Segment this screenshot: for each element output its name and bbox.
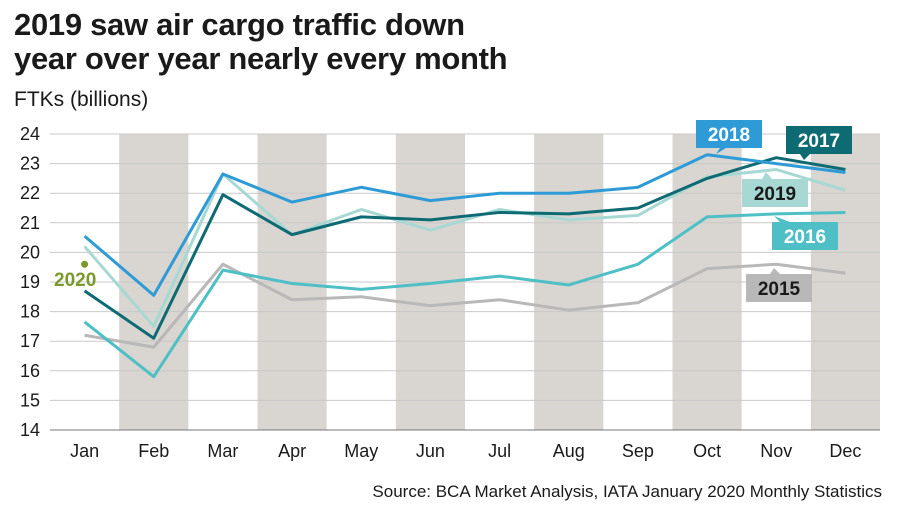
x-tick-labels: Jan Feb Mar Apr May Jun Jul Aug Sep Oct Nov Dec: [70, 441, 861, 461]
x-tick-oct: Oct: [693, 441, 721, 461]
y-tick-20: 20: [20, 242, 40, 262]
svg-text:2018: 2018: [708, 125, 750, 146]
title-line-1: 2019 saw air cargo traffic down: [14, 7, 465, 42]
svg-text:2017: 2017: [798, 131, 840, 152]
series-line-2016: [83, 210, 846, 379]
series-label-2017: 2017: [786, 126, 852, 160]
x-tick-nov: Nov: [760, 441, 792, 461]
y-tick-21: 21: [20, 213, 40, 233]
x-tick-jul: Jul: [488, 441, 511, 461]
y-tick-18: 18: [20, 302, 40, 322]
y-tick-16: 16: [20, 361, 40, 381]
x-tick-mar: Mar: [207, 441, 238, 461]
series-line-2015: [84, 262, 846, 349]
y-tick-19: 19: [20, 272, 40, 292]
series-label-2016: 2016: [772, 216, 838, 250]
x-tick-aug: Aug: [553, 441, 585, 461]
series-label-2018: 2018: [696, 120, 762, 154]
source-note: Source: BCA Market Analysis, IATA Januar…: [372, 482, 882, 501]
title-line-2: year over year nearly every month: [14, 41, 508, 76]
y-tick-14: 14: [20, 420, 40, 440]
x-tick-sep: Sep: [622, 441, 654, 461]
x-tick-feb: Feb: [138, 441, 169, 461]
x-tick-jun: Jun: [416, 441, 445, 461]
y-tick-22: 22: [20, 183, 40, 203]
x-tick-may: May: [344, 441, 378, 461]
y-tick-labels: 24 23 22 21 20 19 18 17 16 15 14: [20, 124, 40, 440]
series-label-2015: 2015: [746, 268, 812, 302]
x-tick-dec: Dec: [829, 441, 861, 461]
series-label-2019: 2019: [742, 172, 808, 207]
x-tick-apr: Apr: [278, 441, 306, 461]
svg-text:2015: 2015: [758, 279, 801, 300]
y-tick-17: 17: [20, 331, 40, 351]
y-tick-23: 23: [20, 154, 40, 174]
series-lines: [81, 153, 846, 379]
chart-title: 2019 saw air cargo traffic down year ove…: [14, 8, 714, 76]
y-tick-24: 24: [20, 124, 40, 144]
x-tick-jan: Jan: [70, 441, 99, 461]
series-point-2020: [81, 260, 89, 268]
svg-text:2016: 2016: [784, 227, 826, 248]
y-tick-15: 15: [20, 390, 40, 410]
series-line-2017: [83, 156, 846, 340]
svg-text:2019: 2019: [754, 184, 796, 205]
series-label-2020: 2020: [54, 270, 96, 291]
series-line-2018: [83, 153, 846, 297]
y-axis-unit-label: FTKs (billions): [14, 88, 149, 111]
series-labels: 2018 2017 2019 2016 2015 2020: [54, 120, 852, 302]
